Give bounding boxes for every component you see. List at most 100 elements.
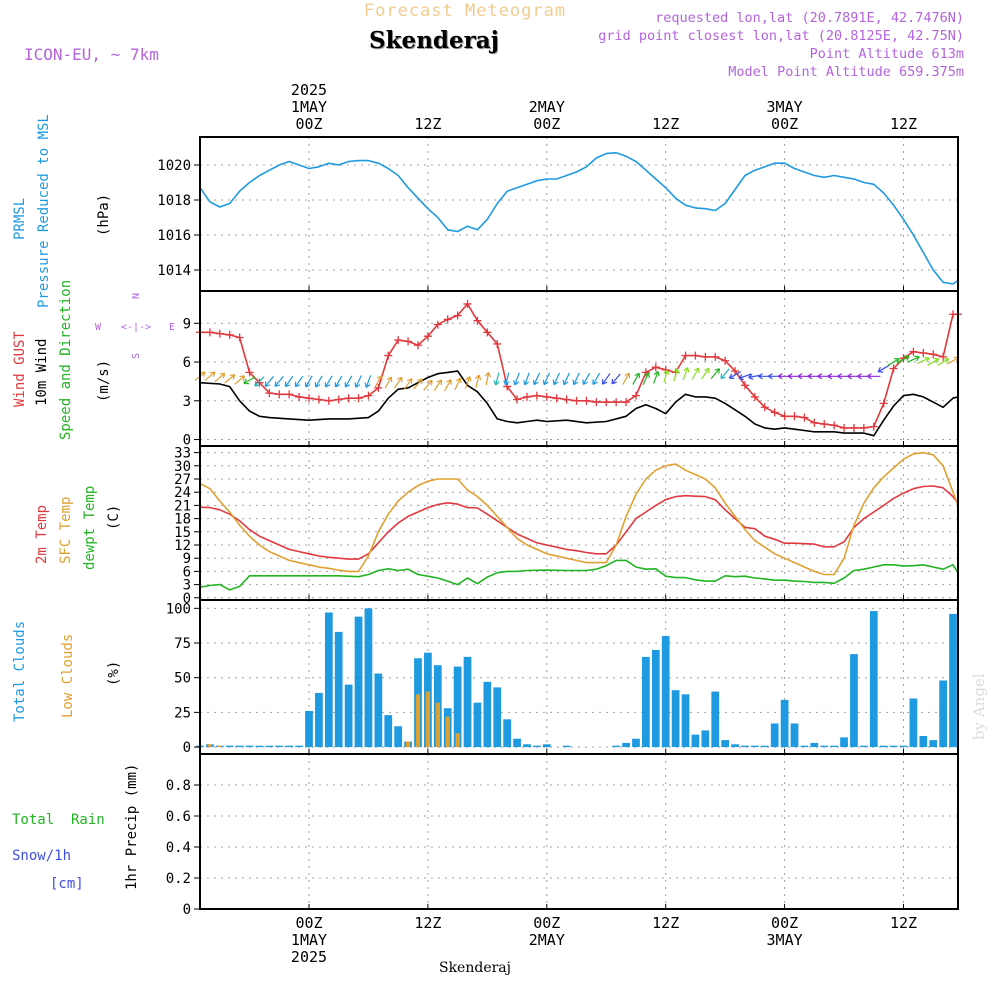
total-cloud-bar bbox=[731, 744, 739, 748]
pressure-label-2: Pressure Reduced to MSL bbox=[36, 114, 52, 308]
wind-arrow bbox=[294, 375, 304, 388]
y-tick-label: 6 bbox=[183, 355, 191, 371]
wind-arrow bbox=[691, 367, 700, 380]
total-cloud-bar bbox=[364, 608, 373, 748]
gust-marker bbox=[622, 398, 631, 407]
compass-e: E bbox=[169, 322, 175, 333]
wind-arrow bbox=[254, 376, 265, 387]
compass-w: W bbox=[95, 322, 102, 333]
gust-marker bbox=[513, 395, 522, 404]
wind-arrow bbox=[542, 372, 551, 386]
compass-n: N bbox=[131, 293, 142, 299]
y-tick-label: 0 bbox=[183, 902, 191, 918]
y-tick-label: 24 bbox=[174, 485, 191, 501]
total-cloud-bar bbox=[612, 745, 621, 748]
bottom-time-label: 00Z bbox=[771, 914, 798, 932]
wind-arrow bbox=[887, 358, 900, 366]
total-cloud-bar bbox=[939, 680, 948, 748]
gust-marker bbox=[889, 364, 898, 373]
total-cloud-bar bbox=[879, 745, 888, 748]
gust-marker bbox=[651, 363, 660, 372]
total-cloud-bar bbox=[483, 681, 492, 748]
y-tick-label: 1020 bbox=[157, 158, 191, 174]
y-tick-label: 1016 bbox=[157, 228, 191, 244]
subtitle: Forecast Meteogram bbox=[364, 1, 566, 21]
wind-arrow bbox=[927, 358, 940, 366]
low-cloud-bar bbox=[455, 733, 460, 748]
total-cloud-bar bbox=[503, 719, 512, 748]
y-tick-label: 0 bbox=[183, 591, 191, 607]
y-tick-label: 15 bbox=[174, 525, 191, 541]
temp-labels: 2m Temp SFC Temp dewpt Temp (C) bbox=[34, 486, 122, 570]
total-cloud-bar bbox=[285, 745, 294, 748]
gust-marker bbox=[453, 311, 462, 320]
total-cloud-bar bbox=[899, 745, 908, 748]
bottom-time-label: 00Z bbox=[295, 914, 322, 932]
low-cloud-bar bbox=[405, 741, 411, 748]
temperature-series-2 bbox=[199, 559, 959, 591]
temp-label-sfc: SFC Temp bbox=[58, 497, 74, 564]
top-time-label: 12Z bbox=[652, 115, 679, 133]
gust-marker bbox=[522, 392, 531, 401]
wind-arrow bbox=[897, 355, 910, 364]
total-cloud-bar bbox=[790, 723, 799, 748]
total-cloud-bar bbox=[889, 745, 898, 748]
total-cloud-bar bbox=[394, 726, 403, 748]
y-tick-label: 1014 bbox=[157, 263, 191, 279]
top-time-label: 00Z bbox=[295, 115, 322, 133]
gust-marker bbox=[304, 394, 313, 403]
wind-series-1 bbox=[199, 370, 959, 437]
wind-arrow bbox=[601, 373, 611, 385]
gust-marker bbox=[265, 389, 274, 398]
gust-marker bbox=[919, 349, 928, 357]
top-time-label: 1MAY bbox=[291, 98, 327, 116]
y-tick-label: 3 bbox=[183, 394, 191, 410]
wind-arrow bbox=[611, 373, 621, 385]
gust-marker bbox=[701, 352, 710, 361]
wind-arrow bbox=[324, 375, 333, 388]
y-tick-label: 12 bbox=[174, 538, 191, 554]
total-cloud-bar bbox=[245, 745, 254, 748]
wind-arrow bbox=[274, 376, 284, 387]
total-cloud-bar bbox=[225, 745, 234, 748]
total-cloud-bar bbox=[562, 745, 571, 748]
wind-arrow bbox=[503, 372, 510, 386]
total-cloud-bar bbox=[751, 745, 759, 748]
wind-arrow bbox=[354, 375, 362, 388]
panel-frames bbox=[194, 136, 959, 910]
wind-arrow bbox=[552, 372, 561, 386]
model-altitude: Model Point Altitude 659.375m bbox=[728, 64, 964, 80]
wind-arrow bbox=[204, 371, 216, 381]
y-tick-label: 75 bbox=[174, 636, 191, 652]
gust-marker bbox=[849, 423, 858, 432]
y-tick-label: 100 bbox=[166, 601, 191, 617]
gust-marker bbox=[225, 330, 234, 339]
total-cloud-bar bbox=[542, 744, 551, 748]
y-tick-label: 9 bbox=[183, 316, 191, 332]
gust-marker bbox=[354, 394, 363, 403]
gust-marker bbox=[711, 352, 720, 361]
panel-frame-wind bbox=[199, 290, 959, 447]
gust-marker bbox=[235, 333, 244, 342]
gust-marker bbox=[374, 383, 383, 392]
total-cloud-bar bbox=[691, 734, 700, 748]
wind-arrow bbox=[413, 378, 423, 390]
wind-arrow bbox=[243, 376, 256, 385]
gust-marker bbox=[542, 392, 551, 401]
panel-frame-precip bbox=[199, 753, 959, 910]
y-tick-label: 30 bbox=[174, 459, 191, 475]
total-cloud-bar bbox=[860, 745, 868, 748]
wind-arrow bbox=[622, 372, 631, 385]
gust-marker bbox=[840, 423, 849, 432]
bottom-time-label: 12Z bbox=[890, 914, 917, 932]
gust-marker bbox=[285, 390, 294, 399]
gust-marker bbox=[869, 422, 878, 431]
wind-label-speed: Speed and Direction bbox=[58, 280, 74, 440]
total-cloud-bar bbox=[453, 666, 462, 748]
wind-arrow bbox=[513, 372, 520, 386]
gust-marker bbox=[939, 352, 948, 361]
gust-marker bbox=[731, 367, 740, 376]
low-cloud-bar bbox=[445, 716, 450, 748]
wind-arrow bbox=[738, 373, 752, 381]
wind-arrow bbox=[532, 372, 541, 386]
